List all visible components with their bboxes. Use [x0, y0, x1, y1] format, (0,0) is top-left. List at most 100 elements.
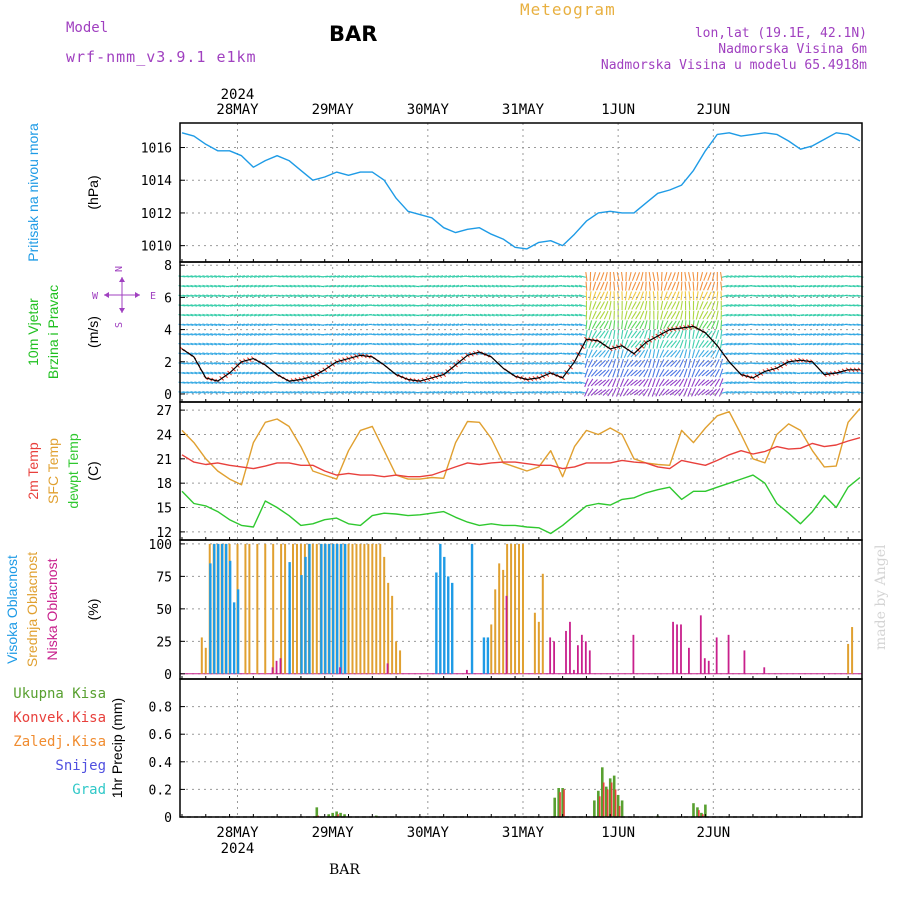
wind-vector: [559, 285, 567, 288]
wind-vector: [210, 381, 218, 385]
wind-vector: [325, 333, 333, 336]
wind-vector: [198, 381, 206, 385]
wind-vector: [719, 368, 724, 378]
wind-vector: [305, 342, 313, 346]
wind-vector: [289, 362, 297, 365]
wind-vector: [563, 333, 571, 336]
wind-vector: [765, 371, 773, 375]
wind-vector: [384, 284, 392, 288]
wind-vector: [249, 284, 257, 288]
wind-vector: [432, 362, 440, 365]
wind-vector: [725, 323, 733, 327]
wind-vector: [523, 381, 531, 384]
wind-vector: [721, 294, 729, 298]
wind-vector: [523, 391, 531, 394]
y-tick-label: 1014: [141, 174, 172, 189]
wind-vector: [769, 390, 777, 394]
wind-vector: [570, 284, 579, 288]
wind-vector: [523, 323, 531, 327]
wind-vector: [800, 371, 809, 375]
wind-vector: [285, 362, 293, 365]
wind-vector: [652, 349, 656, 359]
wind-vector: [475, 362, 483, 365]
wind-vector: [578, 284, 586, 288]
wind-vector: [715, 349, 720, 359]
wind-vector: [265, 284, 273, 288]
wind-vector: [495, 304, 503, 307]
wind-vector: [495, 284, 503, 288]
wind-vector: [301, 361, 309, 365]
wind-vector: [725, 294, 733, 298]
wind-vector: [428, 333, 436, 336]
wind-vector: [321, 314, 329, 317]
wind-vector: [737, 323, 745, 327]
low-cloud-bar: [465, 669, 468, 674]
wind-vector: [281, 313, 289, 317]
y-tick-label: 1010: [141, 240, 172, 255]
wind-vector: [467, 381, 475, 384]
wind-vector: [420, 352, 428, 355]
wind-vector: [587, 359, 593, 368]
wind-vector: [190, 284, 198, 288]
wind-vector: [789, 313, 797, 317]
low-cloud-bar: [553, 641, 556, 674]
wind-vector: [630, 369, 638, 377]
total-precip-bar: [616, 794, 620, 817]
wind-vector: [702, 330, 709, 339]
wind-vector: [753, 294, 761, 297]
wind-vector: [253, 381, 261, 385]
wind-vector: [301, 381, 309, 385]
wind-vector: [273, 275, 281, 278]
wind-vector: [491, 390, 499, 394]
wind-vector: [828, 352, 836, 356]
wind-vector: [356, 333, 364, 336]
wind-vector: [578, 352, 586, 356]
wind-vector: [737, 381, 745, 385]
wind-vector: [301, 390, 309, 394]
wind-vector: [578, 304, 586, 307]
wind-vector: [368, 314, 376, 317]
y-tick-label: 1012: [141, 207, 172, 222]
wind-vector: [567, 371, 575, 375]
total-precip-bar: [597, 790, 600, 817]
wind-vector: [368, 304, 376, 307]
wind-vector: [638, 369, 646, 377]
wind-vector: [697, 388, 706, 396]
wind-vector: [333, 294, 341, 298]
wind-vector: [634, 389, 642, 396]
wind-vector: [824, 294, 832, 298]
wind-vector: [186, 362, 194, 365]
wind-vector: [602, 388, 610, 396]
wind-vector: [591, 359, 598, 368]
wind-vector: [293, 323, 301, 327]
wind-vector: [301, 342, 309, 346]
wind-vector: [663, 310, 669, 320]
high-cloud-bar: [288, 562, 291, 674]
wind-vector: [190, 333, 198, 336]
wind-vector: [595, 330, 602, 339]
wind-vector: [416, 275, 424, 278]
wind-vector: [249, 275, 257, 278]
wind-vector: [647, 368, 652, 378]
wind-vector: [753, 323, 761, 326]
wind-vector: [647, 378, 653, 388]
wind-vector: [368, 323, 376, 326]
wind-vector: [590, 388, 599, 396]
wind-vector: [337, 323, 345, 327]
wind-vector: [198, 304, 206, 307]
wind-vector: [190, 275, 198, 278]
wind-vector: [297, 361, 305, 365]
wind-vector: [392, 352, 400, 356]
wind-vector: [404, 371, 412, 375]
wind-vector: [487, 390, 495, 394]
wind-vector: [706, 291, 712, 301]
conv-precip-bar: [698, 810, 700, 817]
wind-vector: [737, 304, 745, 307]
wind-vector: [592, 291, 597, 301]
wind-vector: [721, 333, 729, 336]
wind-vector: [392, 342, 400, 346]
wind-vector: [483, 381, 491, 385]
wind-vector: [337, 362, 345, 365]
conv-precip-bar: [614, 789, 617, 817]
wind-vector: [479, 313, 487, 317]
